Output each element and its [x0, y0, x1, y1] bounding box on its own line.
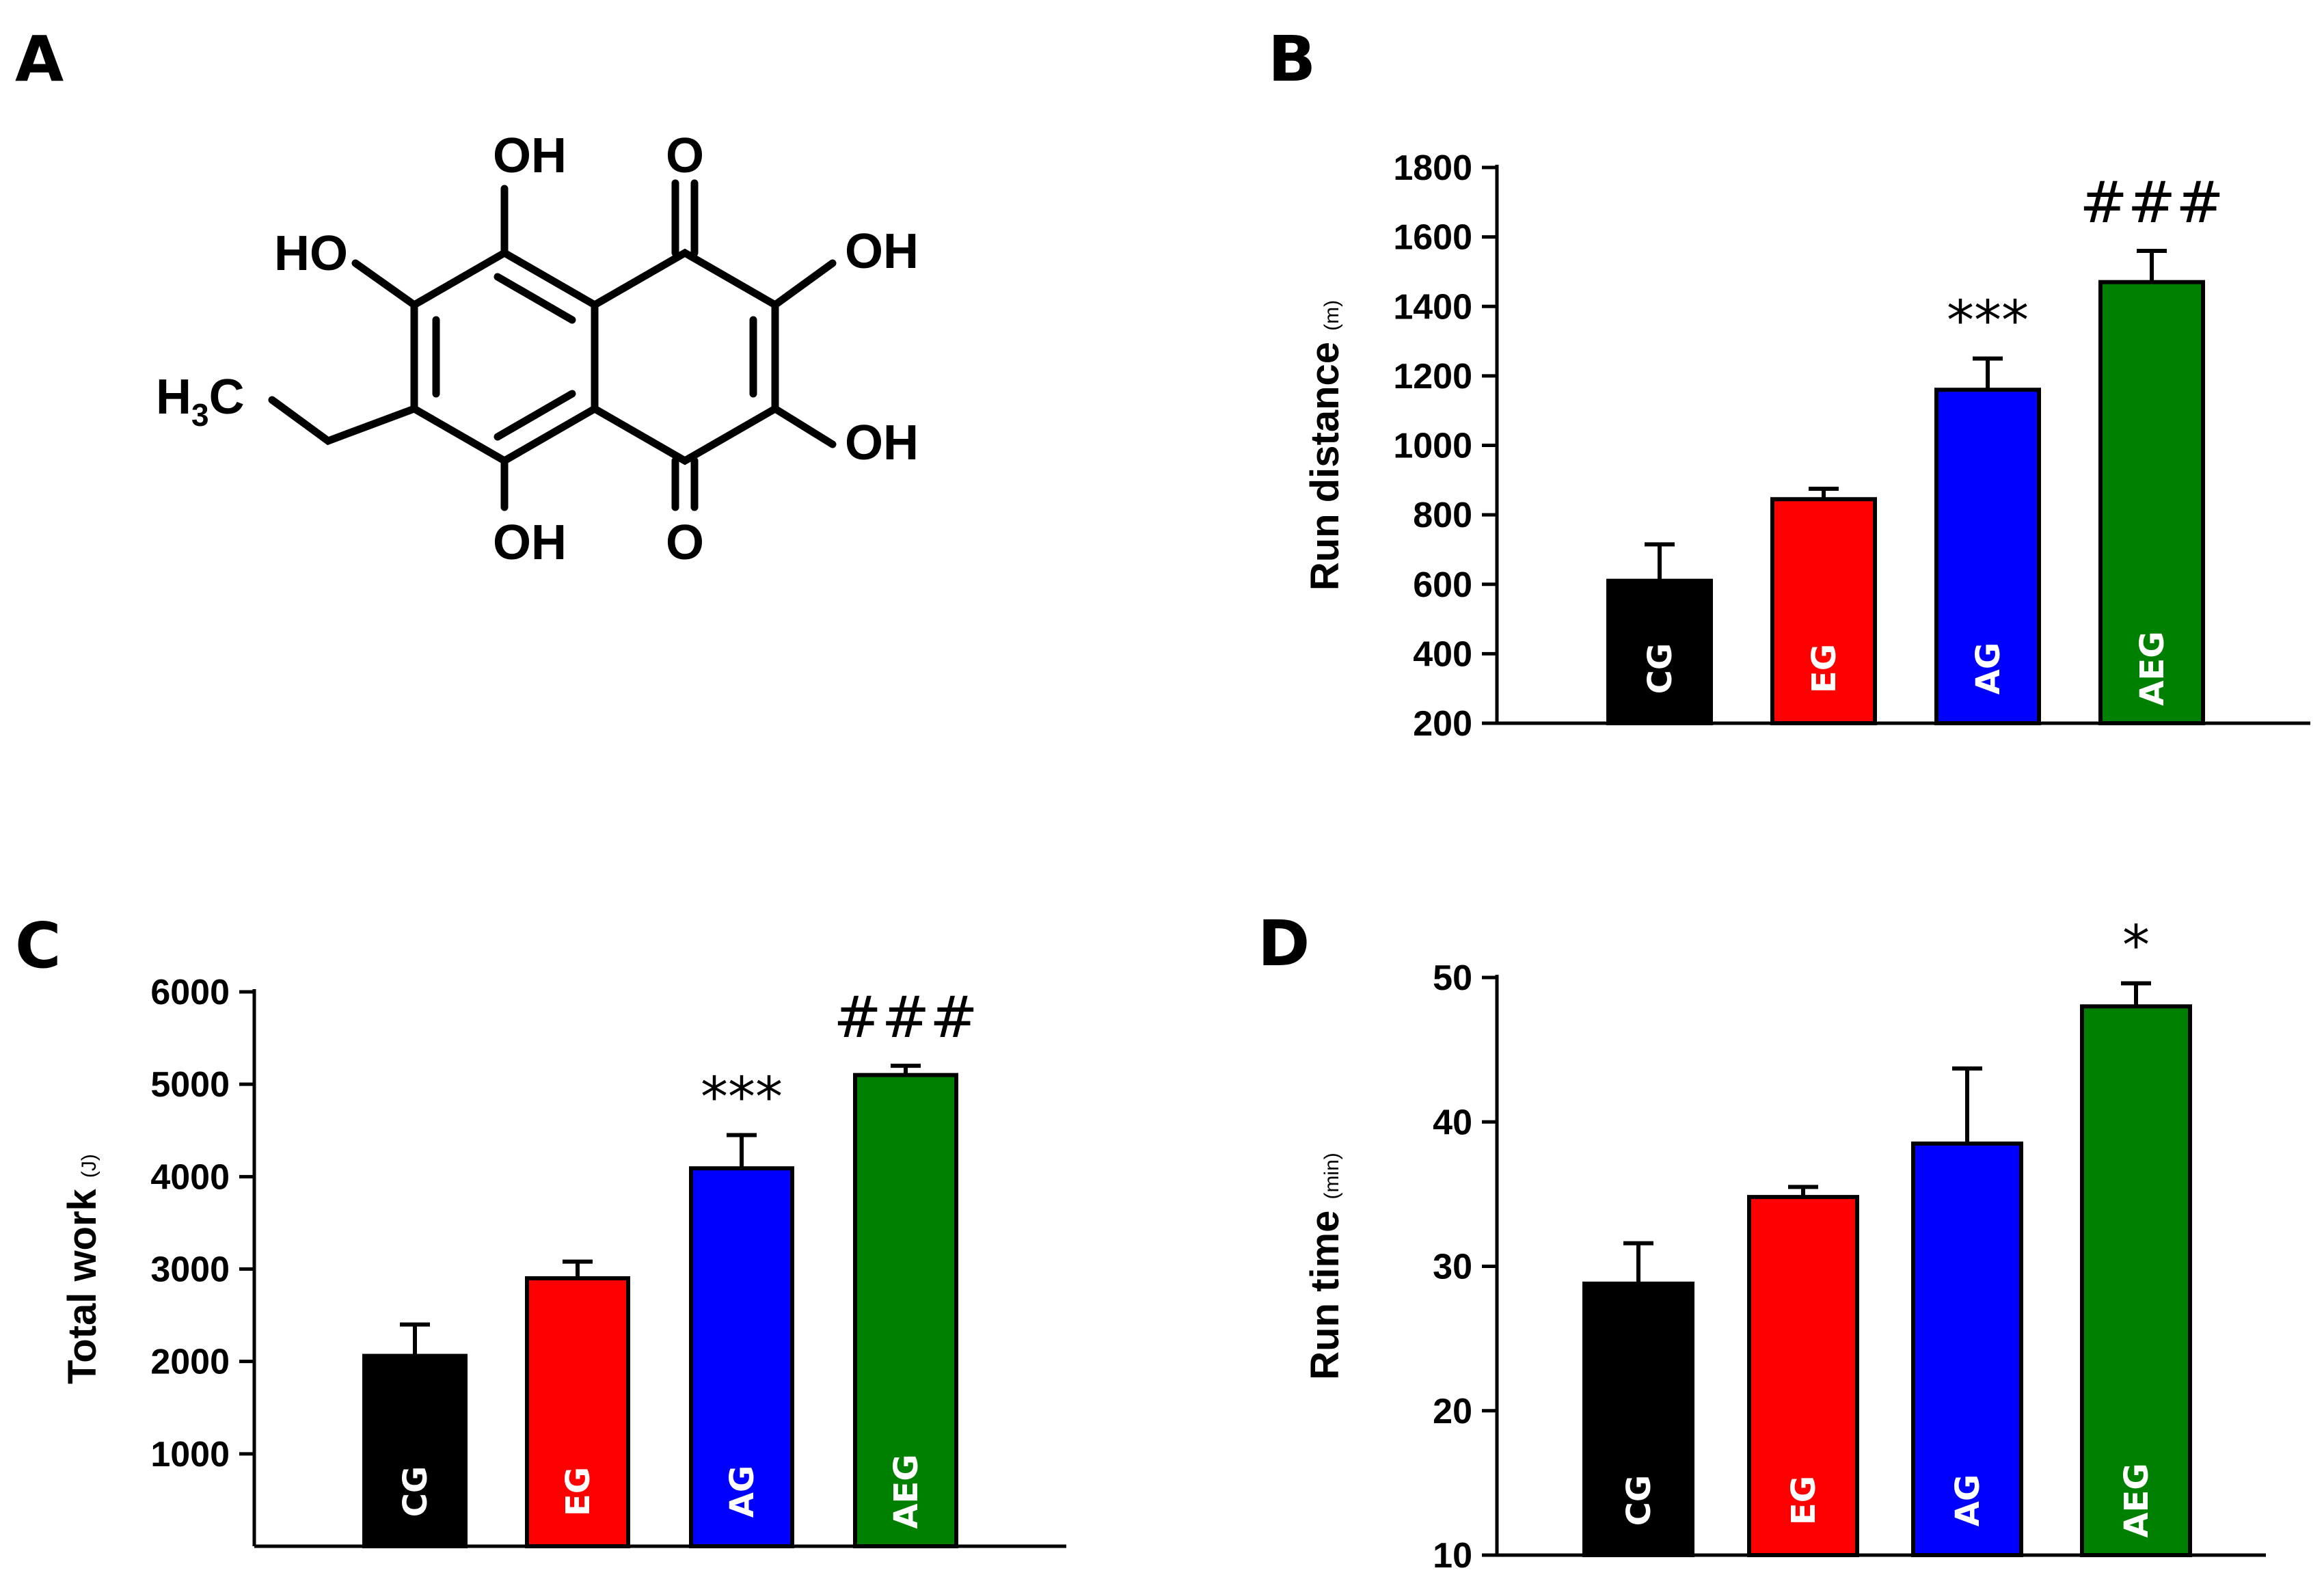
atom-c: C — [209, 370, 245, 424]
y-axis-unit: (J) — [78, 1154, 100, 1178]
y-tick-label: 1200 — [1393, 357, 1472, 396]
y-tick-label: 600 — [1413, 565, 1472, 605]
significance-annotation: ### — [2079, 169, 2224, 236]
category-label-eg: EG — [1805, 644, 1843, 693]
y-tick-label: 1600 — [1393, 218, 1472, 258]
total-work-chart: 1000 2000 3000 4000 5000 6000 Total work (J) CG… — [60, 973, 1066, 1549]
y-tick-label: 3000 — [150, 1250, 230, 1290]
bar-aeg — [2080, 1004, 2192, 1557]
y-tick-label: 6000 — [150, 973, 230, 1012]
bar-cg — [1606, 578, 1713, 726]
y-tick-label: 5000 — [150, 1065, 230, 1105]
bar-ag — [689, 1166, 794, 1548]
y-axis-unit: (min) — [1321, 1153, 1343, 1199]
y-tick-label: 1400 — [1393, 287, 1472, 327]
y-tick-label: 4000 — [150, 1157, 230, 1197]
y-axis-label-text: Total work — [60, 1178, 105, 1384]
y-tick-label: 20 — [1433, 1392, 1472, 1431]
category-label-ag: AG — [1949, 1474, 1987, 1527]
y-axis-label-text: Run time — [1303, 1200, 1347, 1380]
atom-o-top: O — [666, 129, 704, 183]
y-tick-label: 1800 — [1393, 148, 1472, 188]
y-tick-label: 30 — [1433, 1248, 1472, 1287]
y-axis-label-text: Run distance — [1303, 331, 1347, 591]
panel-a-label: A — [15, 23, 64, 96]
y-axis-label: Run time (min) — [1303, 1153, 1347, 1380]
atom-oh-bottom: OH — [493, 515, 567, 570]
significance-annotation: *** — [701, 1066, 783, 1129]
category-label-ag: AG — [1969, 643, 2008, 695]
panel-b-label: B — [1268, 23, 1316, 96]
bar-eg — [525, 1276, 630, 1549]
bar-eg — [1747, 1195, 1859, 1557]
bar-cg — [362, 1353, 468, 1548]
category-label-ag: AG — [723, 1466, 761, 1518]
run-distance-chart: 200 400 600 800 1000 1200 1400 1600 1800 Run dist… — [1303, 148, 2310, 744]
bar-ag — [1934, 388, 2041, 725]
y-axis-unit: (m) — [1321, 300, 1343, 331]
y-tick-label: 50 — [1433, 958, 1472, 998]
atom-oh-right-bottom: OH — [845, 416, 919, 470]
atom-oh-top: OH — [493, 129, 567, 183]
molecule-structure — [268, 179, 837, 511]
atom-ch3: H3C — [156, 370, 245, 433]
y-tick-label: 400 — [1413, 634, 1472, 674]
y-tick-label: 2000 — [150, 1343, 230, 1382]
bar-eg — [1770, 497, 1877, 726]
ethyl-bond — [268, 396, 418, 446]
y-tick-label: 800 — [1413, 496, 1472, 535]
y-axis-label: Total work (J) — [60, 1154, 105, 1384]
atom-h: H — [156, 370, 191, 424]
hydroxyl-bond — [351, 259, 418, 309]
bar-ag — [1911, 1141, 2023, 1557]
significance-annotation: * — [2122, 913, 2150, 977]
atom-subscript-3: 3 — [191, 397, 209, 433]
y-tick-label: 200 — [1413, 704, 1472, 744]
bar-cg — [1582, 1281, 1694, 1557]
panel-d-label: D — [1258, 907, 1310, 980]
quinone-ring — [591, 248, 779, 466]
run-time-chart: 10 20 30 40 50 Run time (min) CG EG AG AEG * — [1303, 913, 2266, 1576]
hydroxyl-bond — [771, 259, 837, 309]
atom-oh-right-top: OH — [845, 224, 919, 279]
y-axis-label: Run distance (m) — [1303, 300, 1347, 591]
category-label-eg: EG — [1785, 1476, 1823, 1525]
atom-o-bottom: O — [666, 515, 704, 570]
bar-aeg — [853, 1073, 958, 1548]
significance-annotation: ### — [833, 984, 977, 1051]
y-tick-label: 40 — [1433, 1103, 1472, 1142]
y-tick-label: 10 — [1433, 1536, 1472, 1576]
category-label-cg: CG — [1641, 643, 1679, 695]
category-label-cg: CG — [1620, 1475, 1658, 1526]
aromatic-inner-bond — [494, 390, 576, 441]
hydroxyl-bond — [771, 405, 837, 448]
atom-ho-left: HO — [274, 226, 348, 281]
y-tick-label: 1000 — [150, 1435, 230, 1474]
category-label-aeg: AEG — [2133, 631, 2172, 705]
category-label-cg: CG — [396, 1466, 435, 1518]
significance-annotation: *** — [1947, 288, 2029, 352]
aromatic-inner-bond — [494, 273, 576, 324]
category-label-aeg: AEG — [2118, 1463, 2156, 1537]
y-tick-label: 1000 — [1393, 427, 1472, 466]
molecule-atoms: OH O HO OH H3C OH OH O — [156, 129, 919, 570]
category-label-aeg: AEG — [887, 1454, 925, 1528]
panel-c-label: C — [15, 909, 62, 982]
category-label-eg: EG — [559, 1467, 597, 1516]
